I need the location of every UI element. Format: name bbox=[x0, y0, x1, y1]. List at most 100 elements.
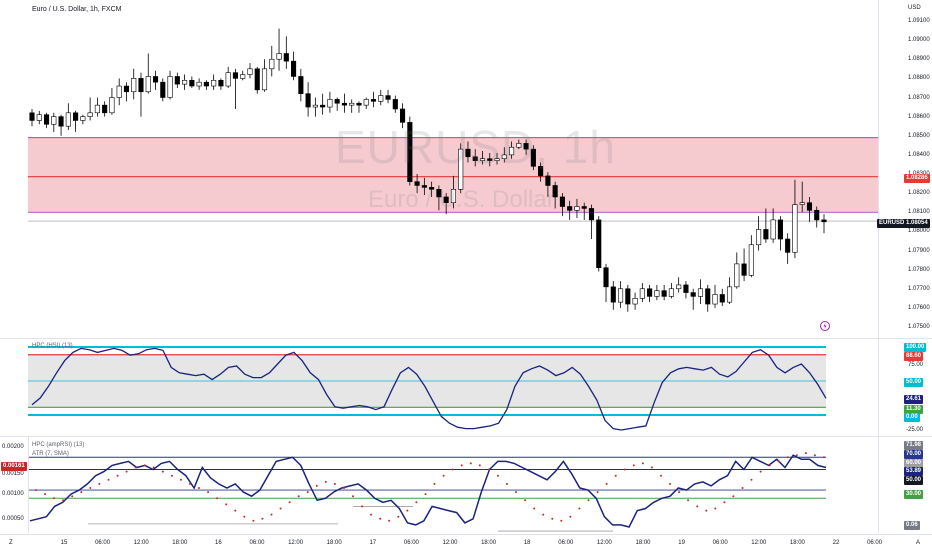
price-tick: 1.07700 bbox=[908, 285, 930, 292]
amprsi-dot bbox=[524, 499, 527, 502]
candle bbox=[610, 281, 616, 310]
atr-indicator-plot bbox=[28, 452, 827, 532]
candle-body bbox=[283, 53, 289, 62]
candle-body bbox=[196, 81, 202, 87]
amprsi-dot bbox=[478, 464, 481, 467]
amprsi-dot bbox=[179, 478, 182, 481]
amprsi-dot bbox=[433, 482, 436, 485]
amprsi-dot bbox=[469, 462, 472, 465]
amprsi-dot bbox=[813, 454, 816, 457]
amprsi-dot bbox=[578, 507, 581, 510]
amprsi-dot bbox=[533, 507, 536, 510]
candle bbox=[203, 80, 209, 90]
amprsi-dot bbox=[623, 468, 626, 471]
hsi-indicator-plot bbox=[28, 346, 827, 431]
candle-body bbox=[43, 114, 50, 125]
amprsi-dot bbox=[506, 482, 508, 485]
candle-body bbox=[814, 210, 820, 221]
amprsi-dot bbox=[370, 513, 373, 516]
time-axis-right-icon[interactable]: A bbox=[916, 540, 921, 546]
candle bbox=[799, 181, 805, 213]
candle-body bbox=[232, 72, 239, 79]
time-label: 12:00 bbox=[596, 540, 612, 546]
candle bbox=[385, 89, 391, 104]
atr-pane[interactable] bbox=[28, 437, 878, 533]
atr-left-tick-3: 0.00100 bbox=[2, 491, 24, 497]
candle-body bbox=[530, 148, 536, 167]
candle bbox=[138, 72, 144, 117]
candle-body bbox=[152, 76, 159, 83]
candle bbox=[567, 200, 573, 220]
hsi-title[interactable]: HPC (HSI) (13) bbox=[32, 343, 73, 349]
lightning-icon[interactable] bbox=[820, 321, 830, 331]
atr-top-tag: 71.98 bbox=[904, 441, 924, 450]
candle-body bbox=[690, 292, 696, 297]
amprsi-dot bbox=[116, 474, 119, 477]
candle-body bbox=[29, 112, 35, 121]
atr-left-axis[interactable]: 0.00200 0.00150 0.00100 0.00050 bbox=[0, 437, 29, 533]
candle bbox=[254, 66, 260, 94]
amprsi-dot bbox=[243, 515, 246, 518]
pane-separator-2[interactable] bbox=[0, 436, 932, 437]
candle bbox=[291, 51, 297, 81]
price-tick: 1.08900 bbox=[908, 56, 930, 63]
candle bbox=[73, 110, 79, 132]
time-axis-left-icon[interactable]: Z bbox=[9, 540, 13, 546]
amprsi-title[interactable]: HPC (ampRSI) (13) bbox=[32, 442, 85, 448]
atr-left-tick-2: 0.00150 bbox=[2, 471, 24, 477]
atr-title[interactable]: ATR (7, SMA) bbox=[32, 451, 69, 457]
hsi-pane[interactable] bbox=[28, 339, 878, 436]
candle-body bbox=[545, 175, 551, 186]
candle bbox=[690, 288, 696, 310]
time-axis[interactable]: Z A 15 06:00 12:00 18:00 16 06:00 12:00 18:00 17… bbox=[0, 534, 932, 551]
candle bbox=[617, 281, 624, 308]
time-label: 06:00 bbox=[867, 540, 883, 546]
candle bbox=[327, 91, 333, 113]
candle-body bbox=[552, 185, 558, 198]
candle bbox=[603, 263, 609, 303]
atr-axis[interactable] bbox=[878, 437, 932, 533]
candle bbox=[487, 152, 493, 167]
amprsi-dot bbox=[189, 482, 191, 485]
candle bbox=[501, 147, 507, 163]
candle bbox=[530, 145, 536, 171]
candle-body bbox=[109, 97, 115, 114]
price-tick: 1.07800 bbox=[908, 266, 930, 273]
candle-body bbox=[741, 263, 747, 276]
candle bbox=[80, 114, 86, 125]
candle-body bbox=[65, 112, 71, 127]
candle bbox=[719, 288, 725, 306]
candle-body bbox=[94, 104, 100, 114]
candle-body bbox=[777, 219, 783, 240]
hsi-tick-neg25: -25.00 bbox=[906, 427, 924, 433]
candle-body bbox=[312, 104, 318, 108]
symbol-title[interactable]: Euro / U.S. Dollar, 1h, FXCM bbox=[32, 6, 122, 13]
candle-body bbox=[436, 189, 442, 198]
amprsi-dot bbox=[732, 495, 735, 498]
candle-body bbox=[261, 68, 268, 91]
candle bbox=[174, 72, 180, 88]
pane-separator[interactable] bbox=[0, 338, 932, 339]
main-price-pane[interactable] bbox=[28, 0, 878, 338]
candle bbox=[145, 53, 151, 94]
candle-body bbox=[138, 78, 144, 93]
amprsi-dot bbox=[515, 491, 517, 494]
hsi-axis[interactable]: 75.00 -25.00 bbox=[878, 339, 932, 436]
amprsi-dot bbox=[487, 468, 490, 471]
candle-body bbox=[363, 99, 369, 106]
amprsi-dot bbox=[823, 456, 825, 459]
amprsi-dot bbox=[714, 507, 717, 510]
candle bbox=[748, 235, 754, 278]
time-label: 12:00 bbox=[288, 540, 304, 546]
candle bbox=[639, 283, 645, 303]
amprsi-dot bbox=[496, 474, 499, 477]
amprsi-dot bbox=[125, 470, 128, 473]
amprsi-dot bbox=[207, 491, 210, 494]
candle bbox=[356, 101, 362, 113]
price-axis[interactable]: USD 1.09100 1.09000 1.08900 1.08800 1.08700 1… bbox=[878, 0, 932, 338]
price-tick: 1.08200 bbox=[908, 190, 930, 197]
candle bbox=[29, 108, 35, 127]
amprsi-dot bbox=[587, 499, 590, 502]
price-tick: 1.08600 bbox=[908, 113, 930, 120]
candle-body bbox=[697, 288, 704, 297]
